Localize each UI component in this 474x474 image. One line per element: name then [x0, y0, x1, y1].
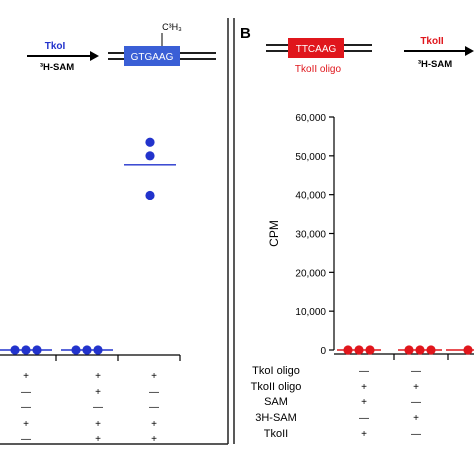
panel-a-condition-cell: + — [95, 434, 101, 445]
panel-b-condition-cell: + — [413, 382, 419, 393]
panel-b-plot: 0 10,000 20,000 30,000 40,000 50,000 60,000 CPM… — [251, 113, 474, 440]
panel-b-y-tick-label: 10,000 — [295, 307, 326, 318]
panel-b-sequence-text: TTCAAG — [296, 44, 337, 55]
panel-a-condition-cell: — — [149, 402, 159, 413]
panel-a-condition-cell: + — [95, 387, 101, 398]
panel-b-y-tick-label: 60,000 — [295, 113, 326, 124]
panel-a-condition-cell: + — [23, 419, 29, 430]
panel-a-methyl-label: C³H₃ — [162, 22, 182, 32]
panel-b-oligo-label: TkoII oligo — [295, 64, 342, 75]
panel-b-y-tick-label: 20,000 — [295, 268, 326, 279]
panel-a-condition-cell: — — [149, 387, 159, 398]
panel-b-condition-cell: — — [411, 397, 421, 408]
panel-b-substrate-label: ³H-SAM — [418, 59, 452, 70]
panel-a-data-point — [145, 190, 155, 201]
panel-b-y-tick-label: 30,000 — [295, 230, 326, 241]
panel-b-schematic: B TTCAAG TkoII oligo TkoII ³H-SAM — [240, 25, 474, 75]
panel-a-sequence-box — [124, 46, 180, 66]
panel-b-y-tick-label: 40,000 — [295, 191, 326, 202]
panel-a-condition-cell: + — [151, 419, 157, 430]
panel-a-sequence-text: GTGAAG — [131, 52, 174, 63]
panel-b-condition-cell: — — [359, 366, 369, 377]
panel-a-plot: + + + — + — — — — + + + — + + — [0, 137, 181, 445]
panel-a-arrow-head — [90, 51, 99, 61]
panel-b-condition-label: SAM — [264, 396, 288, 408]
panel-b-condition-cell: — — [359, 413, 369, 424]
panel-b-condition-cell: — — [411, 366, 421, 377]
panel-b-condition-label: 3H-SAM — [255, 412, 297, 424]
panel-b-condition-label: TkoI oligo — [252, 365, 300, 377]
panel-a-condition-cell: + — [151, 371, 157, 382]
panel-a-condition-cell: — — [93, 402, 103, 413]
panel-b-y-axis-label: CPM — [267, 220, 281, 247]
panel-b-condition-cell: — — [411, 429, 421, 440]
panel-b-condition-cell: + — [361, 382, 367, 393]
panel-a-schematic: TkoI ³H-SAM GTGAAG C³H₃ — [27, 22, 216, 73]
panel-a-substrate-label: ³H-SAM — [40, 62, 74, 73]
panel-a-data-point — [145, 151, 155, 161]
panel-b-letter: B — [240, 25, 251, 42]
panel-b-condition-cell: + — [361, 429, 367, 440]
panel-b-condition-label: TkoII oligo — [251, 381, 302, 393]
panel-b-arrow-head — [465, 46, 474, 56]
panel-a-condition-cell: — — [21, 434, 31, 445]
panel-b-enzyme-label: TkoII — [420, 36, 444, 47]
panel-b-y-tick-label: 0 — [320, 346, 326, 357]
panel-b-condition-label: TkoII — [264, 428, 288, 440]
panel-a-condition-cell: + — [95, 371, 101, 382]
panel-a-condition-cell: + — [95, 419, 101, 430]
panel-a-data-point — [145, 137, 155, 147]
panel-b-sequence-box — [288, 38, 344, 58]
panel-b-condition-cell: + — [361, 397, 367, 408]
panel-b-condition-cell: + — [413, 413, 419, 424]
panel-a-enzyme-label: TkoI — [45, 41, 66, 52]
panel-b-y-tick-label: 50,000 — [295, 152, 326, 163]
panel-a-condition-cell: — — [21, 387, 31, 398]
panel-a-condition-cell: + — [23, 371, 29, 382]
panel-a-condition-cell: — — [21, 402, 31, 413]
panel-a-condition-cell: + — [151, 434, 157, 445]
